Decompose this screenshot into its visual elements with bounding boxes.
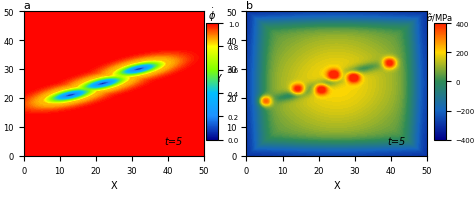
Text: a: a	[24, 1, 31, 11]
Y-axis label: Y: Y	[215, 74, 221, 84]
Text: t=5: t=5	[387, 137, 405, 146]
X-axis label: X: X	[333, 180, 340, 190]
Title: $\dot{\phi}$: $\dot{\phi}$	[208, 7, 216, 24]
X-axis label: X: X	[110, 180, 117, 190]
Title: $\tilde{\sigma}$/MPa: $\tilde{\sigma}$/MPa	[426, 12, 453, 24]
Text: b: b	[246, 1, 254, 11]
Text: t=5: t=5	[164, 137, 182, 146]
